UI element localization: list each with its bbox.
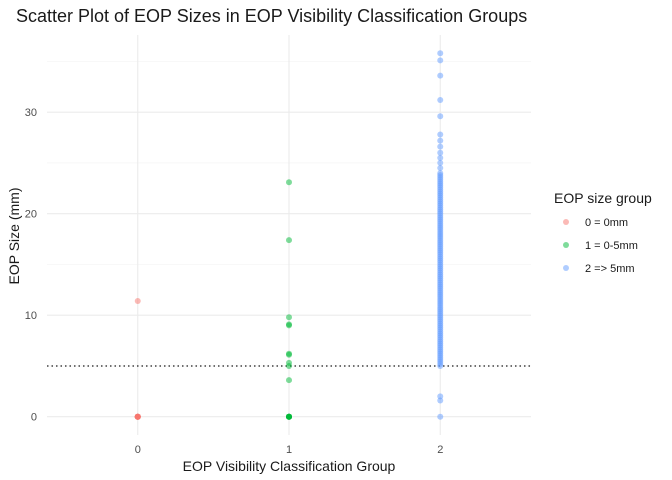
data-point: [437, 96, 444, 103]
x-tick-label: 1: [286, 444, 292, 456]
data-point: [437, 159, 444, 166]
data-point: [437, 154, 444, 161]
legend-items: 0 = 0mm 1 = 0-5mm 2 => 5mm: [563, 217, 638, 275]
data-point: [437, 393, 444, 400]
data-point: [286, 377, 292, 384]
data-point: [437, 113, 444, 120]
x-tick-label: 2: [437, 444, 443, 456]
data-point: [286, 350, 292, 357]
legend-key: [563, 219, 569, 225]
data-point: [437, 170, 444, 177]
plot-grid: [47, 35, 531, 435]
legend-title: EOP size group: [554, 190, 652, 206]
y-tick-label: 0: [31, 412, 37, 424]
y-tick-label: 30: [25, 107, 37, 119]
x-axis-title: EOP Visibility Classification Group: [183, 458, 396, 474]
legend-key: [563, 242, 569, 248]
data-point: [286, 321, 292, 328]
y-tick-label: 10: [25, 310, 37, 322]
data-point: [286, 237, 292, 244]
data-point: [437, 57, 444, 64]
y-axis-title: EOP Size (mm): [6, 188, 22, 285]
legend: EOP size group 0 = 0mm 1 = 0-5mm 2 => 5mm: [554, 190, 652, 275]
y-axis-ticks: 0 10 20 30: [25, 107, 37, 424]
chart-title: Scatter Plot of EOP Sizes in EOP Visibil…: [16, 6, 527, 26]
data-point: [437, 72, 444, 79]
legend-key: [563, 265, 569, 271]
data-point: [286, 314, 292, 321]
data-point: [286, 413, 292, 420]
data-point: [134, 297, 141, 304]
legend-label: 0 = 0mm: [585, 217, 628, 229]
legend-label: 1 = 0-5mm: [585, 240, 638, 252]
data-point: [134, 413, 141, 420]
y-tick-label: 20: [25, 209, 37, 221]
data-point: [437, 413, 444, 420]
data-point: [437, 50, 444, 57]
data-point: [437, 137, 444, 144]
x-axis-ticks: 0 1 2: [135, 444, 444, 456]
data-points: [134, 50, 444, 420]
legend-label: 2 => 5mm: [585, 263, 635, 275]
data-point: [286, 179, 292, 186]
data-point: [437, 131, 444, 138]
data-point: [437, 164, 444, 171]
data-point: [437, 143, 444, 150]
data-point: [437, 149, 444, 156]
data-point: [286, 359, 292, 366]
x-tick-label: 0: [135, 444, 141, 456]
